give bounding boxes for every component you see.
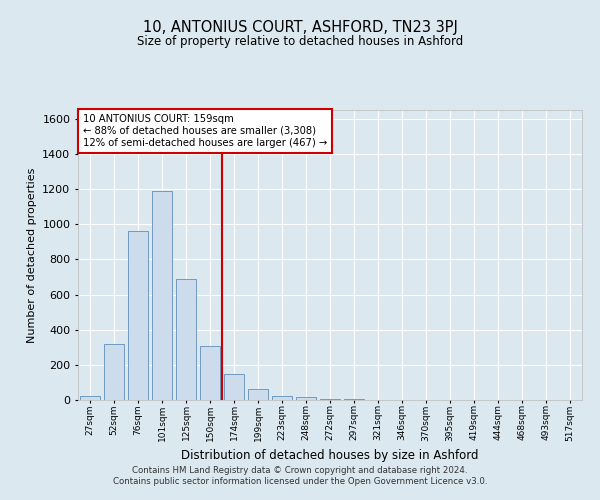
Bar bbox=[224, 374, 244, 400]
Bar bbox=[200, 346, 220, 400]
Text: Size of property relative to detached houses in Ashford: Size of property relative to detached ho… bbox=[137, 35, 463, 48]
Bar bbox=[104, 344, 124, 400]
Y-axis label: Number of detached properties: Number of detached properties bbox=[26, 168, 37, 342]
Bar bbox=[344, 399, 364, 400]
Bar bbox=[80, 396, 100, 400]
Bar bbox=[272, 396, 292, 400]
Bar bbox=[152, 191, 172, 400]
Text: Contains public sector information licensed under the Open Government Licence v3: Contains public sector information licen… bbox=[113, 477, 487, 486]
Text: 10, ANTONIUS COURT, ASHFORD, TN23 3PJ: 10, ANTONIUS COURT, ASHFORD, TN23 3PJ bbox=[143, 20, 457, 35]
Bar bbox=[176, 278, 196, 400]
Text: 10 ANTONIUS COURT: 159sqm
← 88% of detached houses are smaller (3,308)
12% of se: 10 ANTONIUS COURT: 159sqm ← 88% of detac… bbox=[83, 114, 327, 148]
X-axis label: Distribution of detached houses by size in Ashford: Distribution of detached houses by size … bbox=[181, 449, 479, 462]
Bar bbox=[128, 232, 148, 400]
Bar bbox=[296, 398, 316, 400]
Bar bbox=[248, 388, 268, 400]
Bar bbox=[320, 399, 340, 400]
Text: Contains HM Land Registry data © Crown copyright and database right 2024.: Contains HM Land Registry data © Crown c… bbox=[132, 466, 468, 475]
